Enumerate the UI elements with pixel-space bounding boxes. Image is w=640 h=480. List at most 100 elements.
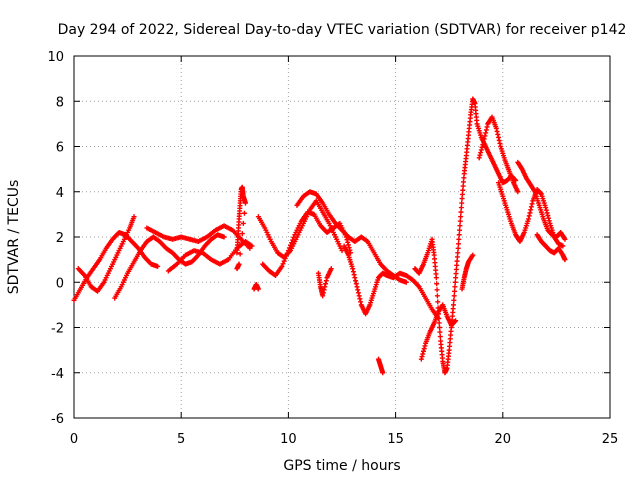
- data-point-marker: [239, 231, 245, 237]
- data-point-marker: [496, 137, 502, 143]
- data-point-marker: [339, 248, 345, 254]
- data-point-marker: [478, 147, 484, 153]
- data-point-marker: [529, 201, 535, 207]
- data-point-marker: [545, 213, 551, 219]
- data-point-marker: [562, 257, 568, 263]
- data-point-marker: [422, 343, 428, 349]
- data-point-marker: [354, 284, 360, 290]
- data-point-marker: [452, 288, 458, 294]
- data-point-marker: [458, 209, 464, 215]
- data-point-marker: [291, 234, 297, 240]
- x-tick-label: 0: [70, 432, 78, 447]
- data-point-marker: [284, 250, 290, 256]
- data-point-marker: [419, 354, 425, 360]
- data-point-marker: [455, 241, 461, 247]
- data-series: [315, 266, 334, 299]
- data-series: [476, 114, 521, 195]
- data-point-marker: [436, 320, 442, 326]
- data-point-marker: [320, 290, 326, 296]
- data-point-marker: [328, 266, 334, 272]
- y-axis-label: SDTVAR / TECUs: [6, 180, 22, 295]
- x-tick-label: 20: [495, 432, 512, 447]
- data-point-marker: [543, 207, 549, 213]
- data-point-marker: [480, 142, 486, 148]
- data-series: [459, 252, 476, 292]
- data-point-marker: [452, 279, 458, 285]
- data-point-marker: [353, 281, 359, 287]
- data-point-marker: [435, 299, 441, 305]
- data-point-marker: [280, 261, 286, 267]
- data-point-marker: [403, 279, 409, 285]
- data-point-marker: [476, 155, 482, 161]
- data-point-marker: [543, 205, 549, 211]
- y-tick-label: 2: [56, 231, 64, 246]
- y-tick-label: -6: [51, 412, 64, 427]
- data-point-marker: [451, 293, 457, 299]
- data-point-marker: [279, 263, 285, 269]
- data-point-marker: [478, 150, 484, 156]
- data-point-marker: [496, 134, 502, 140]
- data-point-marker: [380, 370, 386, 376]
- data-point-marker: [240, 220, 246, 226]
- data-point-marker: [481, 136, 487, 142]
- data-point-marker: [356, 293, 362, 299]
- data-point-marker: [481, 139, 487, 145]
- data-point-marker: [357, 296, 363, 302]
- data-point-marker: [497, 140, 503, 146]
- data-point-marker: [528, 204, 534, 210]
- data-point-marker: [453, 318, 459, 324]
- data-point-marker: [358, 299, 364, 305]
- data-point-marker: [238, 241, 244, 247]
- data-point-marker: [286, 245, 292, 251]
- y-tick-label: 4: [56, 186, 64, 201]
- data-point-marker: [527, 210, 533, 216]
- data-point-marker: [470, 252, 476, 258]
- chart-title: Day 294 of 2022, Sidereal Day-to-day VTE…: [58, 22, 627, 38]
- data-point-marker: [421, 346, 427, 352]
- y-tick-label: 10: [47, 50, 64, 65]
- data-point-marker: [437, 325, 443, 330]
- data-point-marker: [345, 239, 351, 245]
- data-point-marker: [355, 290, 361, 296]
- data-point-marker: [237, 251, 243, 257]
- data-series: [418, 302, 459, 362]
- data-point-marker: [131, 214, 137, 220]
- data-point-marker: [544, 210, 550, 216]
- data-point-marker: [437, 329, 443, 335]
- data-series: [341, 243, 441, 321]
- grid-lines: [74, 56, 610, 418]
- y-tick-label: 8: [56, 95, 64, 110]
- data-point-marker: [345, 242, 351, 248]
- x-tick-label: 5: [177, 432, 185, 447]
- data-point-marker: [285, 248, 291, 254]
- data-point-marker: [459, 200, 465, 206]
- y-tick-label: 6: [56, 141, 64, 156]
- data-series: [375, 356, 386, 376]
- data-point-marker: [482, 133, 488, 139]
- data-point-marker: [288, 242, 294, 248]
- data-series: [75, 214, 137, 294]
- data-point-marker: [450, 302, 456, 308]
- data-point-marker: [455, 245, 461, 251]
- data-point-marker: [437, 334, 443, 340]
- data-point-marker: [493, 125, 499, 131]
- data-point-marker: [526, 213, 532, 219]
- y-tick-label: -4: [51, 367, 64, 382]
- data-point-marker: [243, 200, 249, 206]
- data-point-marker: [457, 218, 463, 224]
- data-point-marker: [479, 144, 485, 150]
- data-point-marker: [420, 351, 426, 357]
- data-point-marker: [456, 232, 462, 238]
- data-point-marker: [346, 245, 352, 251]
- data-point-marker: [434, 281, 440, 287]
- data-point-marker: [322, 284, 328, 290]
- data-point-marker: [350, 266, 356, 272]
- data-point-marker: [484, 124, 490, 130]
- data-point-marker: [458, 205, 464, 211]
- data-point-marker: [528, 207, 534, 213]
- data-point-marker: [457, 227, 463, 233]
- data-point-marker: [526, 216, 532, 222]
- data-point-marker: [452, 318, 458, 324]
